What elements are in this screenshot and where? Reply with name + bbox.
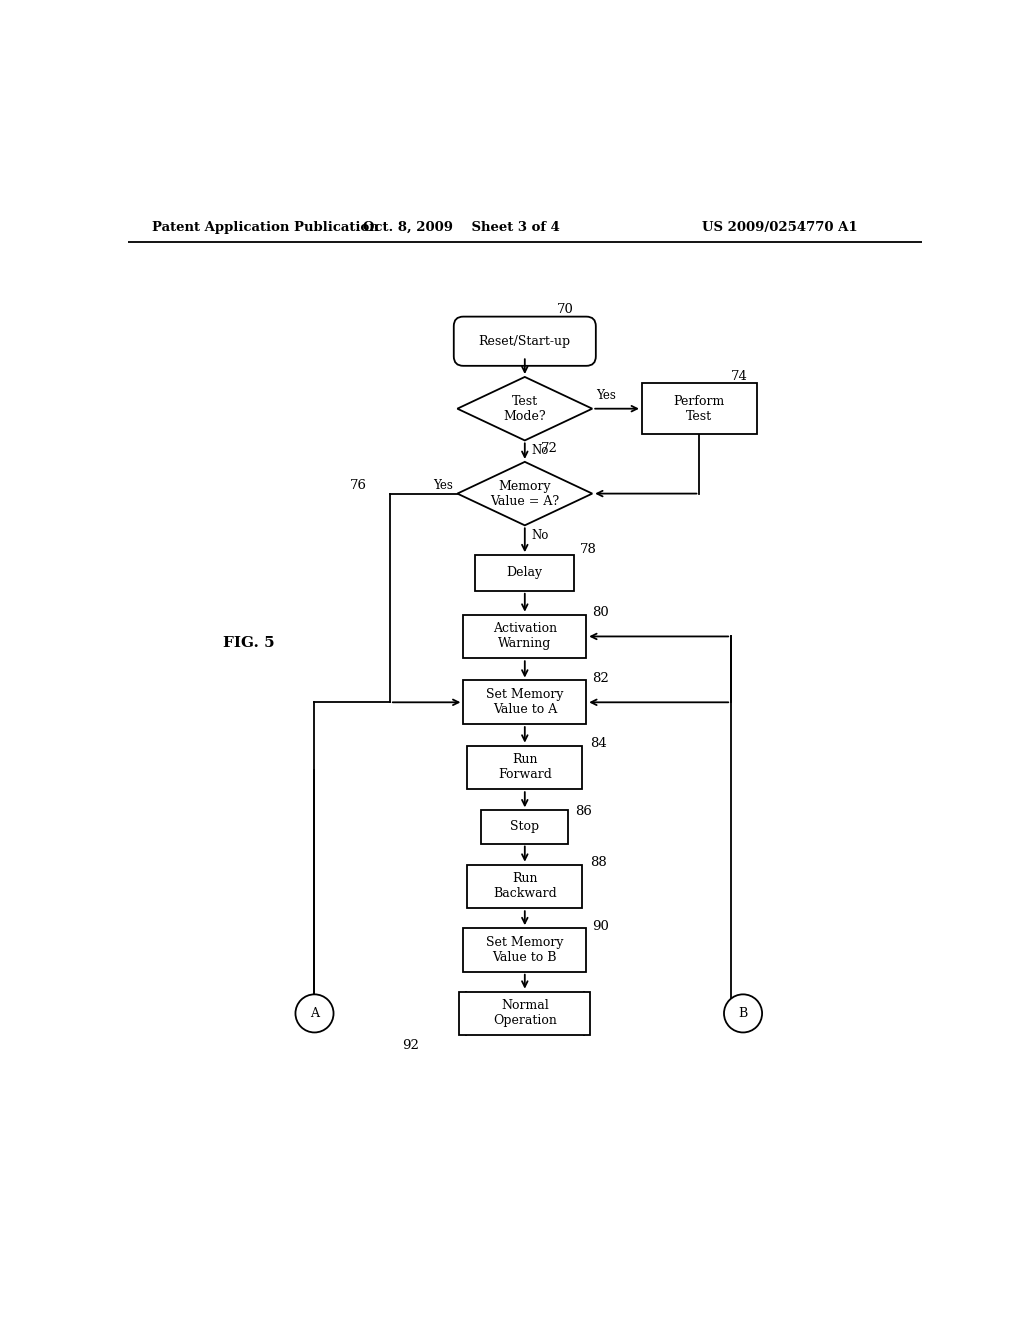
Text: 92: 92 [401, 1039, 419, 1052]
Text: Activation
Warning: Activation Warning [493, 623, 557, 651]
Text: Reset/Start-up: Reset/Start-up [479, 335, 570, 347]
Text: 76: 76 [350, 479, 368, 492]
Bar [475, 556, 574, 591]
Text: Oct. 8, 2009    Sheet 3 of 4: Oct. 8, 2009 Sheet 3 of 4 [362, 220, 560, 234]
Text: 90: 90 [592, 920, 609, 933]
Text: Yes: Yes [433, 479, 454, 492]
Circle shape [724, 994, 762, 1032]
Text: 86: 86 [574, 804, 592, 817]
Bar [642, 383, 757, 434]
Bar [463, 615, 587, 659]
Text: 80: 80 [592, 606, 609, 619]
Text: 88: 88 [590, 857, 606, 869]
Text: Test
Mode?: Test Mode? [504, 395, 546, 422]
Text: Normal
Operation: Normal Operation [493, 999, 557, 1027]
Text: Perform
Test: Perform Test [674, 395, 725, 422]
Text: FIG. 5: FIG. 5 [223, 636, 274, 649]
Text: 84: 84 [590, 737, 606, 750]
Text: Delay: Delay [507, 566, 543, 579]
Text: A: A [310, 1007, 319, 1020]
Text: Run
Backward: Run Backward [493, 873, 557, 900]
FancyBboxPatch shape [454, 317, 596, 366]
Text: 82: 82 [592, 672, 609, 685]
Bar [460, 991, 590, 1035]
Text: Memory
Value = A?: Memory Value = A? [490, 479, 559, 508]
Bar [467, 746, 583, 789]
Text: 74: 74 [731, 371, 748, 383]
Text: Stop: Stop [510, 821, 540, 833]
Text: No: No [531, 529, 549, 543]
Text: Run
Forward: Run Forward [498, 754, 552, 781]
Text: B: B [738, 1007, 748, 1020]
Bar [467, 865, 583, 908]
Text: 70: 70 [557, 304, 573, 315]
Text: US 2009/0254770 A1: US 2009/0254770 A1 [702, 220, 858, 234]
Text: 78: 78 [581, 543, 597, 556]
Bar [481, 810, 568, 843]
Text: Yes: Yes [596, 389, 616, 403]
Text: No: No [531, 445, 549, 458]
Text: Set Memory
Value to A: Set Memory Value to A [486, 688, 563, 717]
Polygon shape [458, 378, 592, 441]
Polygon shape [458, 462, 592, 525]
Bar [463, 681, 587, 725]
Text: Patent Application Publication: Patent Application Publication [152, 220, 379, 234]
Circle shape [296, 994, 334, 1032]
Text: 72: 72 [541, 442, 557, 455]
Bar [463, 928, 587, 972]
Text: Set Memory
Value to B: Set Memory Value to B [486, 936, 563, 964]
